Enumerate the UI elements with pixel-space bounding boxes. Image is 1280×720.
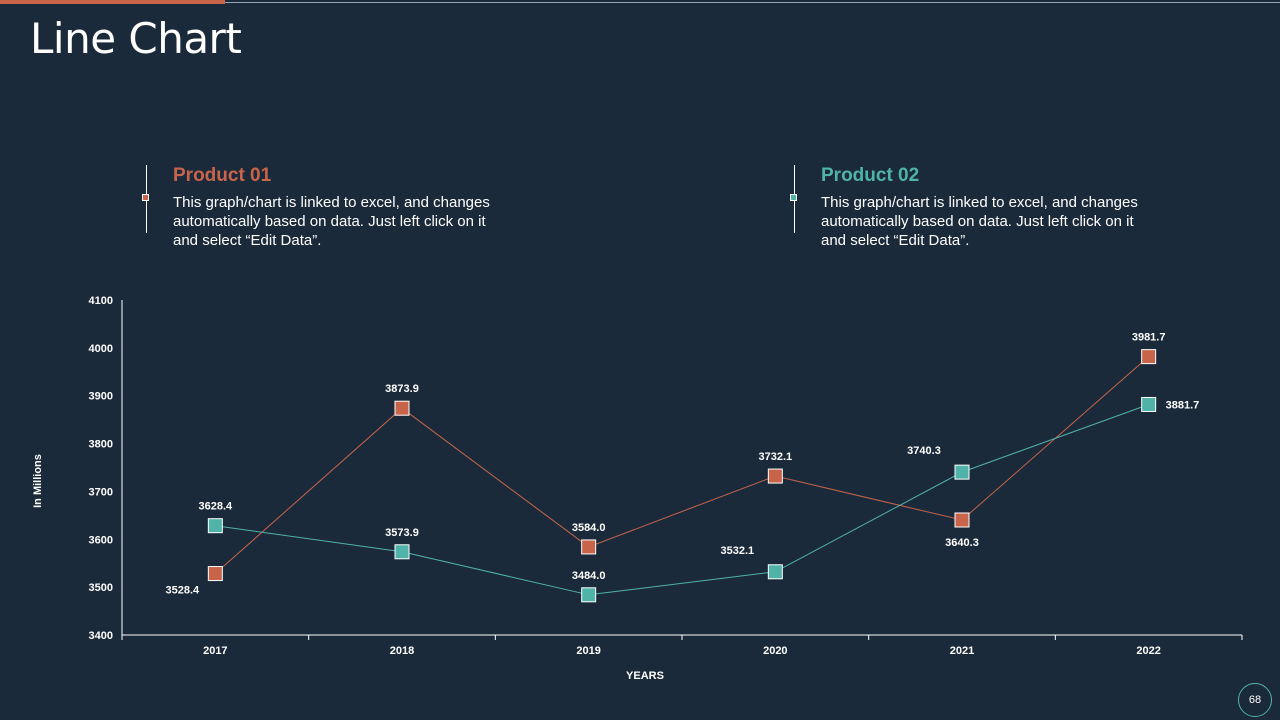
data-label-product-02: 3532.1 [721,545,755,557]
x-tick-label: 2019 [576,645,600,657]
page-number-badge: 68 [1238,683,1272,717]
y-tick-label: 4000 [89,343,113,355]
top-accent-bar [0,0,225,4]
data-label-product-02: 3881.7 [1166,399,1200,411]
data-point-product-01[interactable] [207,566,223,582]
top-divider-line [225,2,1280,3]
y-axis-title: In Millions [32,454,44,508]
data-point-product-02[interactable] [954,464,970,480]
y-tick-label: 3700 [89,486,113,498]
data-point-product-01[interactable] [954,512,970,528]
data-label-product-01: 3584.0 [572,522,606,534]
y-tick-label: 4100 [89,295,113,307]
page-title: Line Chart [30,14,242,63]
legend-title-product-02: Product 02 [821,165,920,186]
data-label-product-02: 3573.9 [385,527,419,539]
data-point-product-02[interactable] [581,587,597,603]
legend-marker-product-02 [790,194,797,201]
data-label-product-01: 3873.9 [385,383,419,395]
chart-data-labels: 3528.4 3873.9 3584.0 3732.1 3640.3 3981.7 3628… [166,332,1200,597]
series-line-product-01 [215,356,1149,574]
data-label-product-01: 3640.3 [945,537,979,549]
x-tick-label: 2021 [950,645,974,657]
data-label-product-01: 3732.1 [759,451,793,463]
data-label-product-02: 3628.4 [199,501,234,513]
x-tick-label: 2018 [390,645,414,657]
legend-title-product-01: Product 01 [173,165,272,186]
legend-description-product-02: This graph/chart is linked to excel, and… [821,194,1138,249]
chart-data-points[interactable] [207,349,1157,603]
data-point-product-02[interactable] [394,544,410,560]
y-tick-label: 3800 [89,439,113,451]
y-tick-label: 3600 [89,534,113,546]
data-point-product-01[interactable] [581,539,597,555]
data-label-product-02: 3740.3 [907,445,941,457]
chart-axes [121,300,1243,640]
data-point-product-01[interactable] [1141,349,1157,365]
data-label-product-01: 3981.7 [1132,332,1166,344]
x-tick-label: 2017 [203,645,227,657]
y-tick-label: 3500 [89,582,113,594]
data-label-product-02: 3484.0 [572,570,606,582]
data-point-product-02[interactable] [1141,396,1157,412]
data-point-product-02[interactable] [767,564,783,580]
legend-marker-product-01 [142,194,149,201]
x-tick-label: 2020 [763,645,787,657]
series-line-product-02 [215,404,1149,596]
data-label-product-01: 3528.4 [166,585,201,597]
y-tick-label: 3400 [89,630,113,642]
x-axis-title: YEARS [626,670,664,682]
data-point-product-02[interactable] [207,518,223,534]
data-point-product-01[interactable] [767,468,783,484]
legend-description-product-01: This graph/chart is linked to excel, and… [173,194,490,249]
data-point-product-01[interactable] [394,400,410,416]
chart-tick-labels: 3400 3500 3600 3700 3800 3900 4000 4100 2017 2018… [89,295,1161,657]
chart-series-lines [215,356,1149,596]
x-tick-label: 2022 [1136,645,1160,657]
y-tick-label: 3900 [89,391,113,403]
